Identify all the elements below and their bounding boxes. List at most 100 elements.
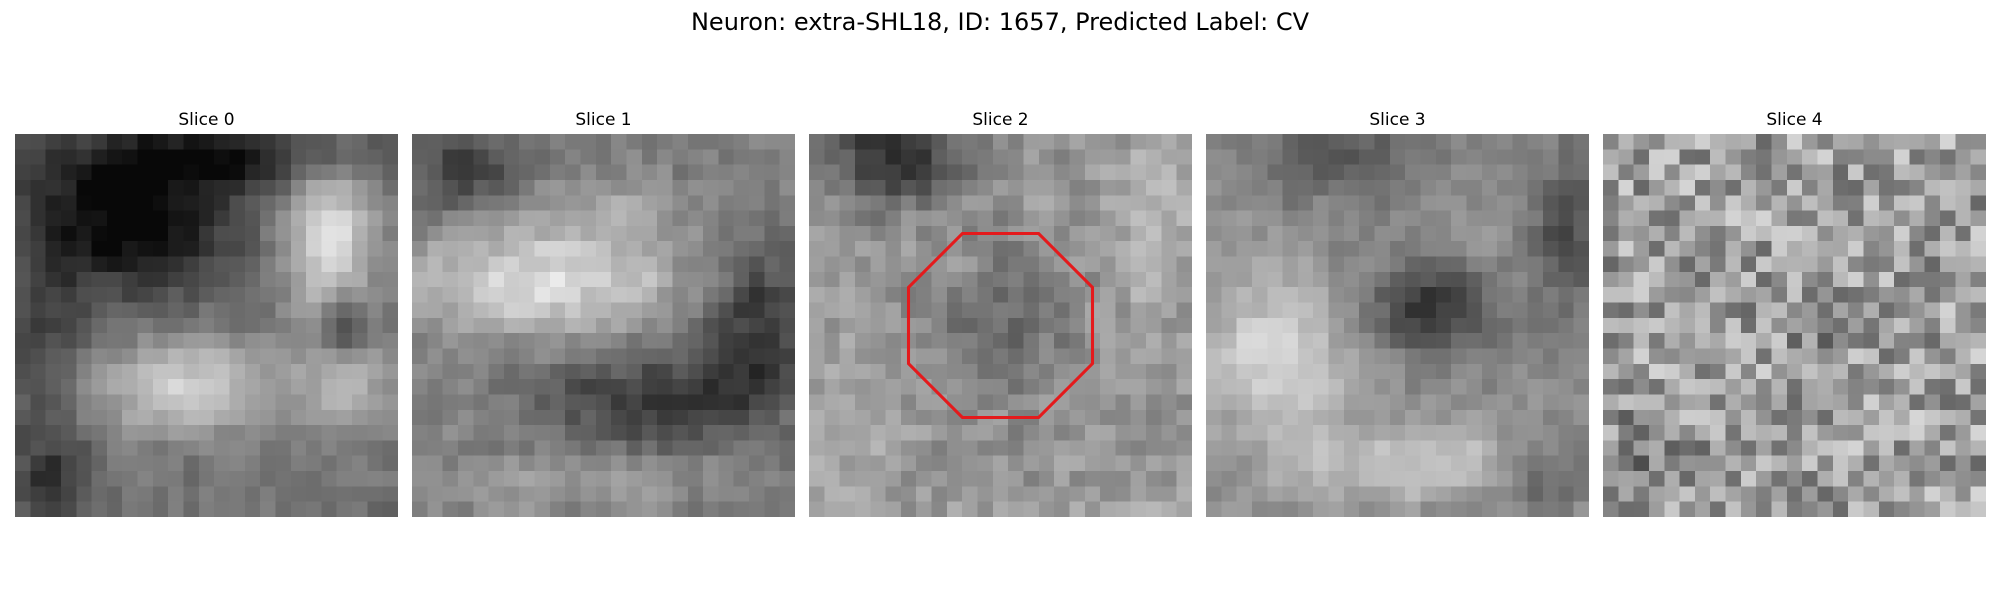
pixel <box>275 179 291 196</box>
pixel <box>1786 149 1803 165</box>
pixel <box>1802 455 1818 472</box>
pixel <box>1955 241 1971 257</box>
pixel <box>1236 379 1252 395</box>
pixel <box>749 486 765 502</box>
pixel <box>1389 149 1406 165</box>
pixel <box>733 195 750 211</box>
pixel <box>1740 363 1757 380</box>
pixel <box>214 317 230 334</box>
pixel <box>718 256 734 272</box>
pixel <box>657 333 673 349</box>
pixel <box>1786 409 1803 426</box>
pixel <box>687 440 704 456</box>
pixel <box>1084 179 1101 196</box>
pixel <box>1206 302 1222 318</box>
pixel <box>367 348 383 364</box>
pixel <box>1970 363 1986 380</box>
pixel <box>1130 195 1147 211</box>
pixel <box>442 179 458 196</box>
pixel <box>488 363 504 380</box>
pixel <box>1008 379 1024 395</box>
pixel <box>687 379 704 395</box>
pixel <box>1802 241 1818 257</box>
pixel <box>1924 195 1941 211</box>
pixel <box>1664 149 1680 165</box>
pixel <box>1359 271 1375 288</box>
pixel <box>45 440 61 456</box>
pixel <box>1633 348 1649 364</box>
pixel <box>1343 501 1360 517</box>
pixel <box>1282 425 1298 441</box>
pixel <box>306 225 322 242</box>
pixel <box>1221 271 1237 288</box>
pixel <box>1343 394 1360 410</box>
pixel <box>1206 501 1222 517</box>
pixel <box>1573 363 1589 380</box>
pixel <box>1328 440 1344 456</box>
pixel <box>1909 363 1925 380</box>
pixel <box>1115 425 1131 441</box>
pixel <box>1130 363 1147 380</box>
pixel <box>1161 486 1177 502</box>
pixel <box>1970 225 1986 242</box>
pixel <box>764 164 780 180</box>
pixel <box>1512 134 1528 150</box>
pixel <box>977 333 993 349</box>
pixel <box>1771 471 1787 487</box>
pixel <box>931 210 947 226</box>
pixel <box>549 195 566 211</box>
pixel <box>641 333 658 349</box>
pixel <box>106 440 123 456</box>
pixel <box>427 348 443 364</box>
pixel <box>321 363 337 380</box>
pixel <box>1573 348 1589 364</box>
pixel <box>352 440 368 456</box>
pixel <box>1664 317 1680 334</box>
pixel <box>595 287 612 303</box>
pixel <box>916 440 932 456</box>
pixel <box>1206 149 1222 165</box>
pixel <box>442 501 458 517</box>
pixel <box>106 287 123 303</box>
pixel <box>1435 333 1452 349</box>
pixel <box>1115 164 1131 180</box>
pixel <box>1558 134 1574 150</box>
pixel <box>152 379 169 395</box>
pixel <box>290 440 307 456</box>
pixel <box>91 210 107 226</box>
pixel <box>916 486 932 502</box>
pixel <box>1786 333 1803 349</box>
pixel <box>1817 486 1833 502</box>
pixel <box>1389 134 1406 150</box>
pixel <box>1267 302 1283 318</box>
pixel <box>931 164 947 180</box>
pixel <box>168 179 184 196</box>
pixel <box>306 149 322 165</box>
pixel <box>45 333 61 349</box>
pixel <box>1405 302 1421 318</box>
pixel <box>977 149 993 165</box>
pixel <box>839 210 855 226</box>
pixel <box>1023 394 1039 410</box>
pixel <box>764 501 780 517</box>
pixel <box>946 409 963 426</box>
pixel <box>931 394 947 410</box>
pixel <box>946 302 963 318</box>
pixel <box>1069 179 1085 196</box>
pixel <box>1848 440 1864 456</box>
pixel <box>30 363 46 380</box>
pixel <box>30 195 46 211</box>
pixel <box>367 149 383 165</box>
pixel <box>1740 179 1757 196</box>
pixel <box>1130 225 1147 242</box>
pixel <box>733 394 750 410</box>
pixel <box>1878 225 1895 242</box>
pixel <box>1909 471 1925 487</box>
pixel <box>321 210 337 226</box>
pixel <box>809 348 825 364</box>
pixel <box>30 425 46 441</box>
pixel <box>1481 317 1498 334</box>
pixel <box>1527 225 1544 242</box>
pixel <box>992 210 1009 226</box>
pixel <box>1359 317 1375 334</box>
